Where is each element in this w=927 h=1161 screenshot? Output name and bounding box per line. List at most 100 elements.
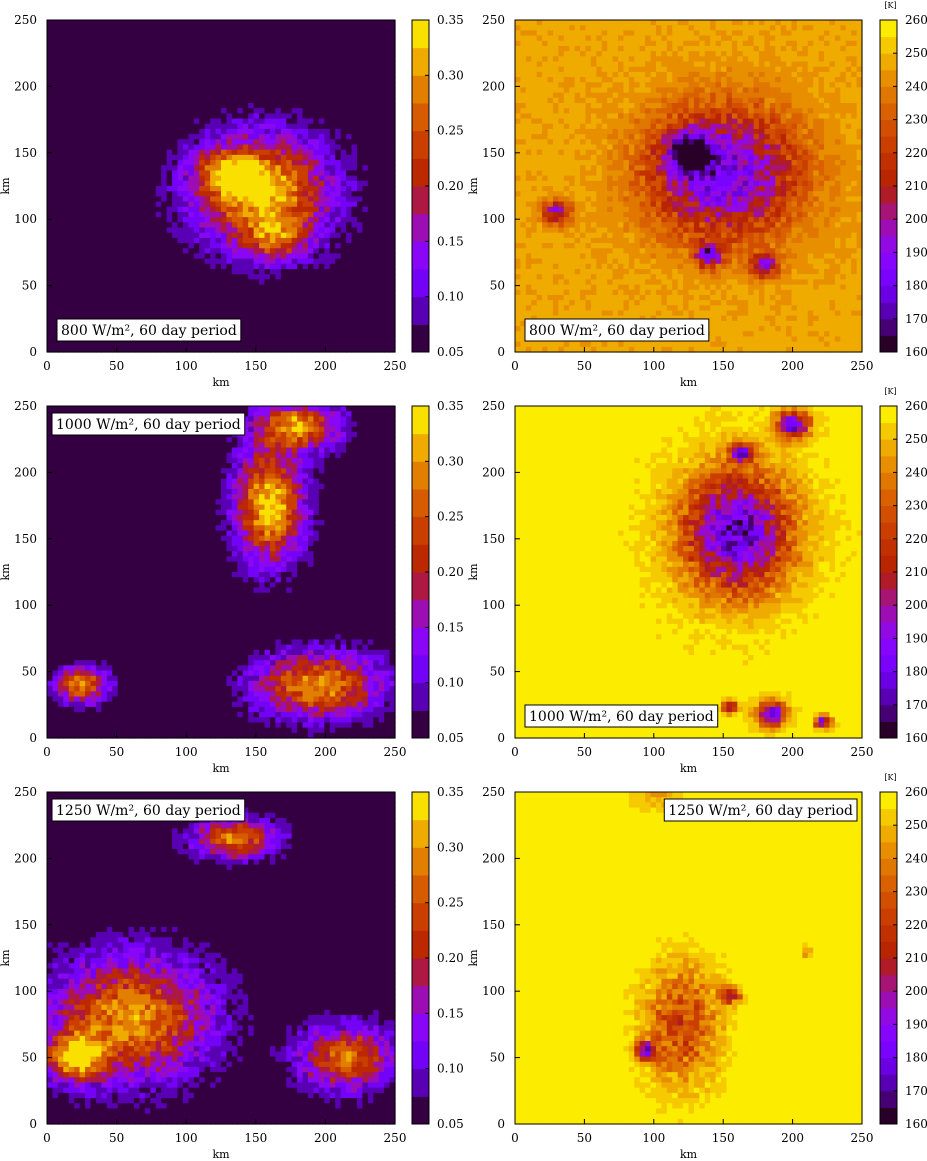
heatmap-cell	[308, 67, 314, 73]
heatmap-cell	[167, 46, 173, 52]
heatmap-cell	[205, 290, 211, 296]
heatmap-cell	[275, 259, 281, 265]
heatmap-cell	[308, 36, 314, 42]
heatmap-cell	[368, 228, 374, 234]
heatmap-cell	[292, 342, 298, 348]
heatmap-cell	[275, 20, 281, 26]
heatmap-cell	[520, 36, 526, 42]
heatmap-cell	[123, 300, 129, 306]
heatmap-cell	[243, 62, 249, 68]
heatmap-cell	[362, 124, 368, 130]
heatmap-cell	[634, 20, 640, 26]
heatmap-cell	[357, 331, 363, 337]
heatmap-cell	[112, 129, 118, 135]
heatmap-cell	[178, 243, 184, 249]
heatmap-cell	[341, 279, 347, 285]
heatmap-cell	[188, 56, 194, 62]
heatmap-cell	[330, 82, 336, 88]
heatmap-cell	[352, 285, 358, 291]
heatmap-cell	[167, 108, 173, 114]
heatmap-cell	[129, 72, 135, 78]
heatmap-cell	[792, 77, 798, 83]
heatmap-cell	[232, 243, 238, 249]
colorbar-tick-label: 0.35	[437, 13, 464, 27]
heatmap-cell	[281, 93, 287, 99]
heatmap-cell	[254, 326, 260, 332]
heatmap-cell	[188, 103, 194, 109]
heatmap-cell	[737, 67, 743, 73]
heatmap-cell	[74, 207, 80, 213]
heatmap-cell	[292, 124, 298, 130]
heatmap-cell	[308, 134, 314, 140]
heatmap-cell	[292, 321, 298, 327]
heatmap-cell	[281, 82, 287, 88]
heatmap-cell	[205, 77, 211, 83]
heatmap-cell	[341, 129, 347, 135]
heatmap-cell	[188, 248, 194, 254]
heatmap-cell	[270, 264, 276, 270]
heatmap-cell	[281, 295, 287, 301]
heatmap-cell	[265, 160, 271, 166]
heatmap-cell	[379, 170, 385, 176]
heatmap-cell	[178, 279, 184, 285]
heatmap-cell	[313, 103, 319, 109]
heatmap-cell	[275, 342, 281, 348]
heatmap-cell	[368, 238, 374, 244]
heatmap-cell	[58, 139, 64, 145]
heatmap-cell	[183, 285, 189, 291]
heatmap-cell	[199, 87, 205, 93]
heatmap-cell	[183, 36, 189, 42]
heatmap-cell	[210, 217, 216, 223]
heatmap-cell	[226, 202, 232, 208]
heatmap-cell	[265, 285, 271, 291]
heatmap-cell	[129, 295, 135, 301]
heatmap-cell	[275, 326, 281, 332]
heatmap-cell	[716, 77, 722, 83]
heatmap-cell	[308, 285, 314, 291]
heatmap-cell	[69, 295, 75, 301]
heatmap-cell	[139, 170, 145, 176]
heatmap-cell	[346, 160, 352, 166]
heatmap-cell	[297, 36, 303, 42]
heatmap-cell	[542, 51, 548, 57]
heatmap-cell	[237, 300, 243, 306]
heatmap-cell	[265, 264, 271, 270]
heatmap-cell	[281, 165, 287, 171]
heatmap-cell	[281, 336, 287, 342]
heatmap-cell	[199, 93, 205, 99]
heatmap-cell	[85, 311, 91, 317]
heatmap-cell	[123, 82, 129, 88]
heatmap-cell	[259, 212, 265, 218]
heatmap-cell	[781, 56, 787, 62]
heatmap-cell	[199, 165, 205, 171]
heatmap-cell	[69, 248, 75, 254]
heatmap-cell	[520, 72, 526, 78]
heatmap-cell	[129, 82, 135, 88]
heatmap-cell	[313, 108, 319, 114]
heatmap-cell	[531, 82, 537, 88]
heatmap-cell	[199, 56, 205, 62]
heatmap-cell	[324, 243, 330, 249]
heatmap-cell	[308, 119, 314, 125]
heatmap-cell	[167, 150, 173, 156]
heatmap-cell	[813, 30, 819, 36]
heatmap-cell	[248, 326, 254, 332]
heatmap-cell	[178, 139, 184, 145]
heatmap-cell	[243, 311, 249, 317]
heatmap-cell	[265, 46, 271, 52]
heatmap-cell	[139, 290, 145, 296]
heatmap-cell	[123, 46, 129, 52]
heatmap-cell	[618, 56, 624, 62]
heatmap-cell	[319, 300, 325, 306]
heatmap-cell	[91, 212, 97, 218]
heatmap-cell	[357, 264, 363, 270]
heatmap-cell	[134, 155, 140, 161]
heatmap-cell	[183, 62, 189, 68]
heatmap-cell	[846, 25, 852, 31]
heatmap-cell	[281, 108, 287, 114]
heatmap-cell	[85, 212, 91, 218]
heatmap-cell	[210, 93, 216, 99]
heatmap-cell	[297, 170, 303, 176]
heatmap-cell	[313, 56, 319, 62]
heatmap-cell	[373, 62, 379, 68]
